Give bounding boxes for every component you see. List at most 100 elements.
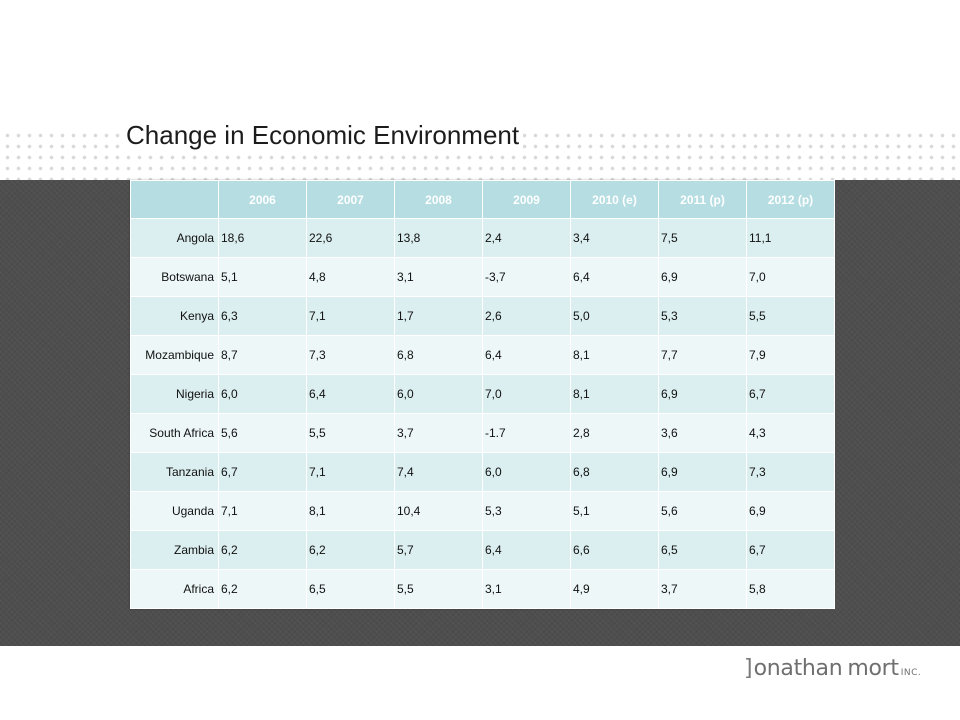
table-row: Africa 6,2 6,5 5,5 3,1 4,9 3,7 5,8 xyxy=(130,569,835,609)
row-label-cell: Zambia xyxy=(130,530,219,570)
value-cell: 7,1 xyxy=(218,491,307,531)
value-cell: 6,5 xyxy=(306,569,395,609)
value-cell: 6,5 xyxy=(658,530,747,570)
value-cell: 6,7 xyxy=(746,530,835,570)
value-cell: 5,5 xyxy=(746,296,835,336)
row-label-cell: Botswana xyxy=(130,257,219,297)
company-logo: ] onathan mort INC. xyxy=(744,656,921,690)
row-label-cell: Nigeria xyxy=(130,374,219,414)
value-cell: 6,2 xyxy=(218,569,307,609)
value-cell: -1.7 xyxy=(482,413,571,453)
value-cell: 5,8 xyxy=(746,569,835,609)
value-cell: 6,4 xyxy=(306,374,395,414)
logo-bracket: ] xyxy=(744,656,753,681)
value-cell: 22,6 xyxy=(306,218,395,258)
value-cell: 1,7 xyxy=(394,296,483,336)
value-cell: 5,6 xyxy=(218,413,307,453)
column-header: 2007 xyxy=(306,180,395,219)
value-cell: 2,4 xyxy=(482,218,571,258)
logo-name-last: mort xyxy=(847,656,899,681)
value-cell: 3,1 xyxy=(482,569,571,609)
economic-data-table: 2006 2007 2008 2009 2010 (e) 2011 (p) 2012 (p)… xyxy=(130,180,835,609)
table-row: Zambia 6,2 6,2 5,7 6,4 6,6 6,5 6,7 xyxy=(130,530,835,570)
table-row: Nigeria 6,0 6,4 6,0 7,0 8,1 6,9 6,7 xyxy=(130,374,835,414)
value-cell: 7,5 xyxy=(658,218,747,258)
table-body: Angola 18,6 22,6 13,8 2,4 3,4 7,5 11,1 Botswana 5… xyxy=(130,218,835,609)
table-row: Angola 18,6 22,6 13,8 2,4 3,4 7,5 11,1 xyxy=(130,218,835,258)
value-cell: 6,9 xyxy=(658,452,747,492)
row-label-cell: Uganda xyxy=(130,491,219,531)
value-cell: -3,7 xyxy=(482,257,571,297)
value-cell: 7,4 xyxy=(394,452,483,492)
column-header: 2006 xyxy=(218,180,307,219)
value-cell: 5,1 xyxy=(570,491,659,531)
value-cell: 5,5 xyxy=(306,413,395,453)
value-cell: 7,1 xyxy=(306,452,395,492)
value-cell: 3,7 xyxy=(394,413,483,453)
value-cell: 6,8 xyxy=(570,452,659,492)
value-cell: 4,8 xyxy=(306,257,395,297)
slide-title: Change in Economic Environment xyxy=(126,118,524,152)
table-row: Kenya 6,3 7,1 1,7 2,6 5,0 5,3 5,5 xyxy=(130,296,835,336)
column-header-blank xyxy=(130,180,219,219)
column-header: 2012 (p) xyxy=(746,180,835,219)
table-row: Botswana 5,1 4,8 3,1 -3,7 6,4 6,9 7,0 xyxy=(130,257,835,297)
value-cell: 5,0 xyxy=(570,296,659,336)
column-header: 2009 xyxy=(482,180,571,219)
value-cell: 5,3 xyxy=(482,491,571,531)
value-cell: 6,2 xyxy=(306,530,395,570)
economic-data-table-container: 2006 2007 2008 2009 2010 (e) 2011 (p) 2012 (p)… xyxy=(130,180,835,609)
value-cell: 6,9 xyxy=(658,257,747,297)
value-cell: 6,0 xyxy=(218,374,307,414)
value-cell: 4,3 xyxy=(746,413,835,453)
table-row: Tanzania 6,7 7,1 7,4 6,0 6,8 6,9 7,3 xyxy=(130,452,835,492)
value-cell: 5,7 xyxy=(394,530,483,570)
value-cell: 7,3 xyxy=(306,335,395,375)
row-label-cell: Kenya xyxy=(130,296,219,336)
table-row: Mozambique 8,7 7,3 6,8 6,4 8,1 7,7 7,9 xyxy=(130,335,835,375)
value-cell: 5,3 xyxy=(658,296,747,336)
value-cell: 7,0 xyxy=(482,374,571,414)
value-cell: 6,0 xyxy=(482,452,571,492)
value-cell: 6,4 xyxy=(482,335,571,375)
row-label-cell: South Africa xyxy=(130,413,219,453)
logo-suffix: INC. xyxy=(900,668,922,678)
value-cell: 6,7 xyxy=(746,374,835,414)
column-header: 2011 (p) xyxy=(658,180,747,219)
table-row: South Africa 5,6 5,5 3,7 -1.7 2,8 3,6 4,3 xyxy=(130,413,835,453)
value-cell: 7,9 xyxy=(746,335,835,375)
value-cell: 6,9 xyxy=(658,374,747,414)
table-row: Uganda 7,1 8,1 10,4 5,3 5,1 5,6 6,9 xyxy=(130,491,835,531)
value-cell: 8,1 xyxy=(306,491,395,531)
row-label-cell: Mozambique xyxy=(130,335,219,375)
value-cell: 6,9 xyxy=(746,491,835,531)
value-cell: 10,4 xyxy=(394,491,483,531)
value-cell: 6,8 xyxy=(394,335,483,375)
column-header: 2008 xyxy=(394,180,483,219)
value-cell: 3,1 xyxy=(394,257,483,297)
value-cell: 7,7 xyxy=(658,335,747,375)
value-cell: 6,4 xyxy=(570,257,659,297)
value-cell: 11,1 xyxy=(746,218,835,258)
table-header-row: 2006 2007 2008 2009 2010 (e) 2011 (p) 2012 (p) xyxy=(130,180,835,219)
value-cell: 2,8 xyxy=(570,413,659,453)
value-cell: 7,1 xyxy=(306,296,395,336)
value-cell: 6,2 xyxy=(218,530,307,570)
value-cell: 8,1 xyxy=(570,374,659,414)
value-cell: 4,9 xyxy=(570,569,659,609)
value-cell: 3,7 xyxy=(658,569,747,609)
value-cell: 7,0 xyxy=(746,257,835,297)
value-cell: 3,4 xyxy=(570,218,659,258)
value-cell: 2,6 xyxy=(482,296,571,336)
value-cell: 8,1 xyxy=(570,335,659,375)
value-cell: 5,5 xyxy=(394,569,483,609)
row-label-cell: Tanzania xyxy=(130,452,219,492)
value-cell: 6,6 xyxy=(570,530,659,570)
value-cell: 6,7 xyxy=(218,452,307,492)
value-cell: 8,7 xyxy=(218,335,307,375)
value-cell: 13,8 xyxy=(394,218,483,258)
row-label-cell: Africa xyxy=(130,569,219,609)
value-cell: 5,1 xyxy=(218,257,307,297)
value-cell: 3,6 xyxy=(658,413,747,453)
column-header: 2010 (e) xyxy=(570,180,659,219)
